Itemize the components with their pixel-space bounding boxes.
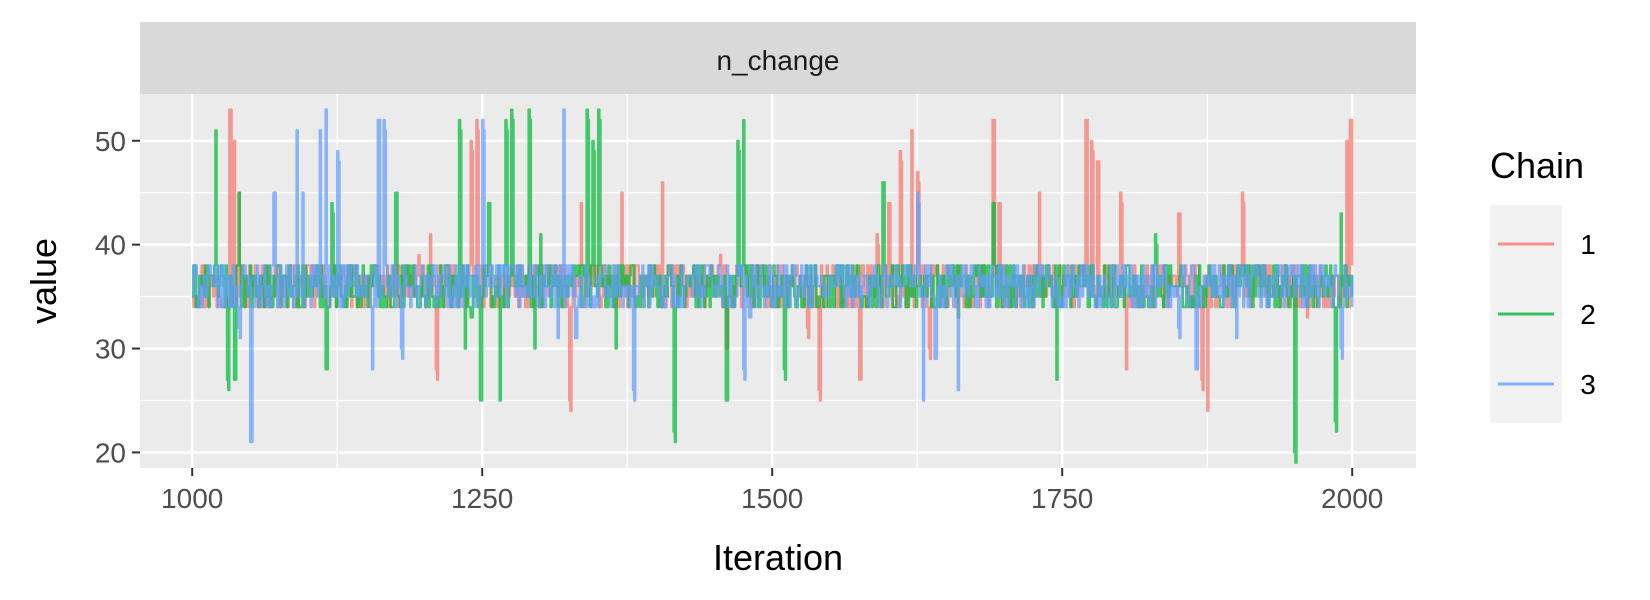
facet-title: n_change xyxy=(716,45,839,76)
legend-label-1: 1 xyxy=(1580,229,1596,260)
x-tick-label: 1750 xyxy=(1031,483,1093,514)
legend-title: Chain xyxy=(1490,145,1584,186)
y-tick-label: 30 xyxy=(95,334,126,365)
y-tick-label: 50 xyxy=(95,126,126,157)
x-tick-label: 1250 xyxy=(451,483,513,514)
x-tick-label: 1500 xyxy=(741,483,803,514)
y-axis-title: value xyxy=(23,238,64,324)
y-tick-label: 20 xyxy=(95,437,126,468)
x-tick-label: 2000 xyxy=(1321,483,1383,514)
x-axis: 1000 1250 1500 1750 2000 xyxy=(161,468,1383,514)
x-tick-label: 1000 xyxy=(161,483,223,514)
legend: Chain 1 2 3 xyxy=(1490,145,1596,423)
legend-label-3: 3 xyxy=(1580,369,1596,400)
y-axis: 20 30 40 50 xyxy=(95,126,140,468)
legend-label-2: 2 xyxy=(1580,299,1596,330)
series-line-3 xyxy=(192,108,1354,444)
x-axis-title: Iteration xyxy=(713,537,843,578)
y-tick-label: 40 xyxy=(95,230,126,261)
facet-strip xyxy=(140,22,1416,94)
series-layer xyxy=(192,108,1354,464)
